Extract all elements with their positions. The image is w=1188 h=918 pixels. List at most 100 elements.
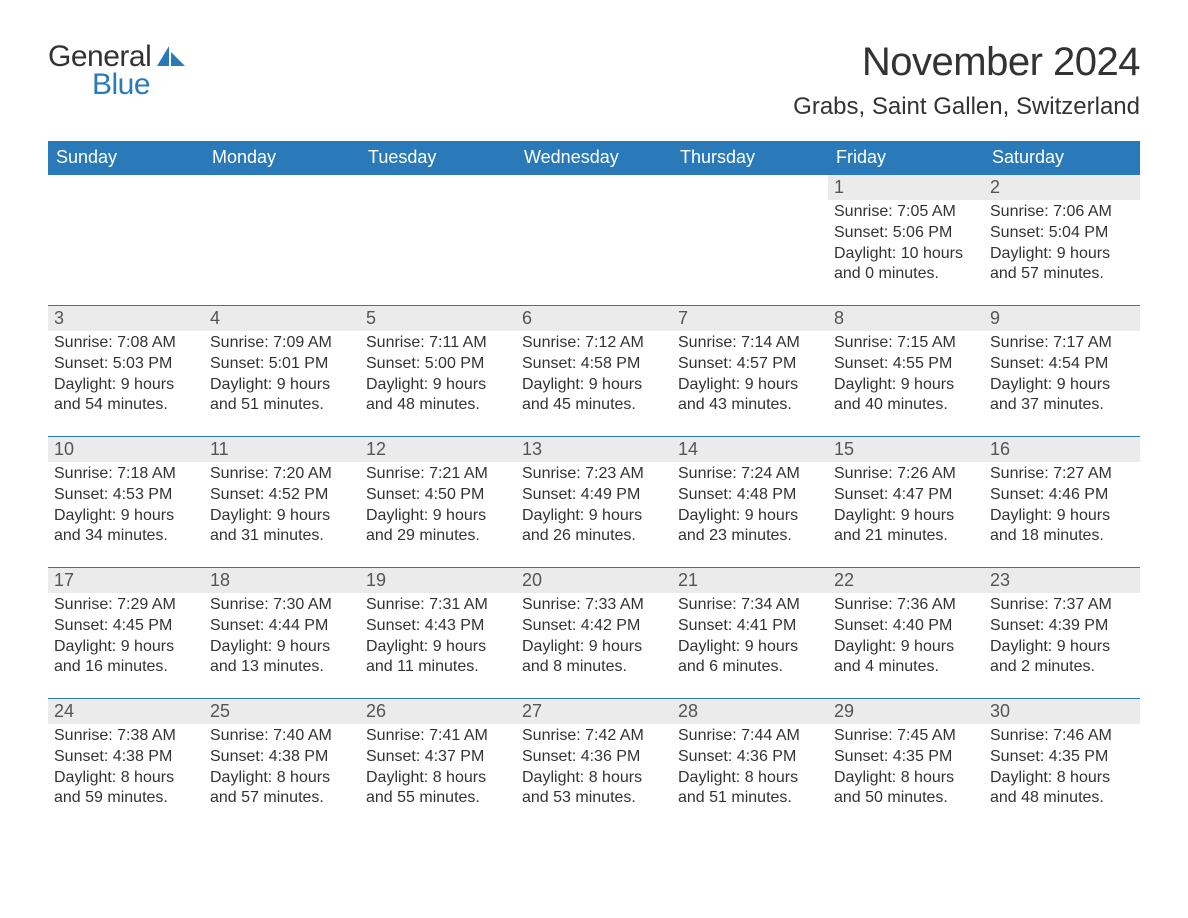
calendar-cell: 2Sunrise: 7:06 AMSunset: 5:04 PMDaylight… <box>984 175 1140 306</box>
daylight-text: Daylight: 8 hours and 55 minutes. <box>366 768 510 810</box>
day-details: Sunrise: 7:30 AMSunset: 4:44 PMDaylight:… <box>204 593 360 686</box>
day-details: Sunrise: 7:42 AMSunset: 4:36 PMDaylight:… <box>516 724 672 817</box>
day-number: 5 <box>360 306 516 331</box>
daylight-text: Daylight: 8 hours and 50 minutes. <box>834 768 978 810</box>
sunrise-text: Sunrise: 7:30 AM <box>210 595 354 616</box>
daylight-text: Daylight: 8 hours and 51 minutes. <box>678 768 822 810</box>
sunset-text: Sunset: 4:54 PM <box>990 354 1134 375</box>
calendar-cell: 10Sunrise: 7:18 AMSunset: 4:53 PMDayligh… <box>48 437 204 568</box>
day-number: 16 <box>984 437 1140 462</box>
sunrise-text: Sunrise: 7:08 AM <box>54 333 198 354</box>
sunset-text: Sunset: 4:43 PM <box>366 616 510 637</box>
day-number: 22 <box>828 568 984 593</box>
day-number: 12 <box>360 437 516 462</box>
sunset-text: Sunset: 4:38 PM <box>210 747 354 768</box>
calendar-table: Sunday Monday Tuesday Wednesday Thursday… <box>48 141 1140 829</box>
sunrise-text: Sunrise: 7:33 AM <box>522 595 666 616</box>
day-number: 20 <box>516 568 672 593</box>
day-number: 13 <box>516 437 672 462</box>
sunset-text: Sunset: 4:49 PM <box>522 485 666 506</box>
daylight-text: Daylight: 9 hours and 18 minutes. <box>990 506 1134 548</box>
sunrise-text: Sunrise: 7:20 AM <box>210 464 354 485</box>
day-number: 25 <box>204 699 360 724</box>
daylight-text: Daylight: 9 hours and 31 minutes. <box>210 506 354 548</box>
day-details: Sunrise: 7:45 AMSunset: 4:35 PMDaylight:… <box>828 724 984 817</box>
daylight-text: Daylight: 9 hours and 11 minutes. <box>366 637 510 679</box>
sunrise-text: Sunrise: 7:24 AM <box>678 464 822 485</box>
day-details: Sunrise: 7:24 AMSunset: 4:48 PMDaylight:… <box>672 462 828 555</box>
calendar-cell: 29Sunrise: 7:45 AMSunset: 4:35 PMDayligh… <box>828 699 984 830</box>
sunset-text: Sunset: 4:55 PM <box>834 354 978 375</box>
day-number: 4 <box>204 306 360 331</box>
sunset-text: Sunset: 4:41 PM <box>678 616 822 637</box>
day-details <box>48 179 204 189</box>
day-details: Sunrise: 7:08 AMSunset: 5:03 PMDaylight:… <box>48 331 204 424</box>
daylight-text: Daylight: 9 hours and 13 minutes. <box>210 637 354 679</box>
day-number: 29 <box>828 699 984 724</box>
title-block: November 2024 Grabs, Saint Gallen, Switz… <box>793 40 1140 121</box>
day-details: Sunrise: 7:06 AMSunset: 5:04 PMDaylight:… <box>984 200 1140 293</box>
sunset-text: Sunset: 4:53 PM <box>54 485 198 506</box>
sunrise-text: Sunrise: 7:37 AM <box>990 595 1134 616</box>
sunset-text: Sunset: 4:45 PM <box>54 616 198 637</box>
day-details: Sunrise: 7:11 AMSunset: 5:00 PMDaylight:… <box>360 331 516 424</box>
day-number: 28 <box>672 699 828 724</box>
day-number: 15 <box>828 437 984 462</box>
sunset-text: Sunset: 4:42 PM <box>522 616 666 637</box>
sunset-text: Sunset: 4:57 PM <box>678 354 822 375</box>
day-header: Wednesday <box>516 141 672 175</box>
calendar-cell: 9Sunrise: 7:17 AMSunset: 4:54 PMDaylight… <box>984 306 1140 437</box>
calendar-cell: 27Sunrise: 7:42 AMSunset: 4:36 PMDayligh… <box>516 699 672 830</box>
day-details: Sunrise: 7:44 AMSunset: 4:36 PMDaylight:… <box>672 724 828 817</box>
day-details: Sunrise: 7:20 AMSunset: 4:52 PMDaylight:… <box>204 462 360 555</box>
daylight-text: Daylight: 9 hours and 29 minutes. <box>366 506 510 548</box>
calendar-cell: 19Sunrise: 7:31 AMSunset: 4:43 PMDayligh… <box>360 568 516 699</box>
sunset-text: Sunset: 4:36 PM <box>522 747 666 768</box>
daylight-text: Daylight: 9 hours and 21 minutes. <box>834 506 978 548</box>
calendar-cell: 11Sunrise: 7:20 AMSunset: 4:52 PMDayligh… <box>204 437 360 568</box>
day-number: 3 <box>48 306 204 331</box>
calendar-cell <box>48 175 204 306</box>
day-number: 26 <box>360 699 516 724</box>
sunrise-text: Sunrise: 7:21 AM <box>366 464 510 485</box>
sunrise-text: Sunrise: 7:12 AM <box>522 333 666 354</box>
day-number: 1 <box>828 175 984 200</box>
sunset-text: Sunset: 4:52 PM <box>210 485 354 506</box>
calendar-cell: 25Sunrise: 7:40 AMSunset: 4:38 PMDayligh… <box>204 699 360 830</box>
calendar-cell: 4Sunrise: 7:09 AMSunset: 5:01 PMDaylight… <box>204 306 360 437</box>
calendar-cell: 3Sunrise: 7:08 AMSunset: 5:03 PMDaylight… <box>48 306 204 437</box>
day-number: 11 <box>204 437 360 462</box>
sunrise-text: Sunrise: 7:34 AM <box>678 595 822 616</box>
day-header: Monday <box>204 141 360 175</box>
day-header: Thursday <box>672 141 828 175</box>
day-details <box>204 179 360 189</box>
calendar-cell: 1Sunrise: 7:05 AMSunset: 5:06 PMDaylight… <box>828 175 984 306</box>
day-header: Tuesday <box>360 141 516 175</box>
sunset-text: Sunset: 4:46 PM <box>990 485 1134 506</box>
calendar-cell: 30Sunrise: 7:46 AMSunset: 4:35 PMDayligh… <box>984 699 1140 830</box>
sunset-text: Sunset: 5:06 PM <box>834 223 978 244</box>
day-number: 30 <box>984 699 1140 724</box>
day-details: Sunrise: 7:17 AMSunset: 4:54 PMDaylight:… <box>984 331 1140 424</box>
daylight-text: Daylight: 9 hours and 37 minutes. <box>990 375 1134 417</box>
daylight-text: Daylight: 8 hours and 48 minutes. <box>990 768 1134 810</box>
day-header: Friday <box>828 141 984 175</box>
day-number: 8 <box>828 306 984 331</box>
calendar-cell: 17Sunrise: 7:29 AMSunset: 4:45 PMDayligh… <box>48 568 204 699</box>
sunrise-text: Sunrise: 7:23 AM <box>522 464 666 485</box>
daylight-text: Daylight: 9 hours and 51 minutes. <box>210 375 354 417</box>
calendar-cell: 15Sunrise: 7:26 AMSunset: 4:47 PMDayligh… <box>828 437 984 568</box>
day-number: 17 <box>48 568 204 593</box>
location-subtitle: Grabs, Saint Gallen, Switzerland <box>793 93 1140 121</box>
calendar-cell: 12Sunrise: 7:21 AMSunset: 4:50 PMDayligh… <box>360 437 516 568</box>
day-details <box>360 179 516 189</box>
sunrise-text: Sunrise: 7:26 AM <box>834 464 978 485</box>
daylight-text: Daylight: 9 hours and 8 minutes. <box>522 637 666 679</box>
day-details: Sunrise: 7:09 AMSunset: 5:01 PMDaylight:… <box>204 331 360 424</box>
calendar-cell <box>672 175 828 306</box>
day-details: Sunrise: 7:31 AMSunset: 4:43 PMDaylight:… <box>360 593 516 686</box>
day-details <box>516 179 672 189</box>
daylight-text: Daylight: 9 hours and 4 minutes. <box>834 637 978 679</box>
calendar-week-row: 17Sunrise: 7:29 AMSunset: 4:45 PMDayligh… <box>48 568 1140 699</box>
sunrise-text: Sunrise: 7:11 AM <box>366 333 510 354</box>
